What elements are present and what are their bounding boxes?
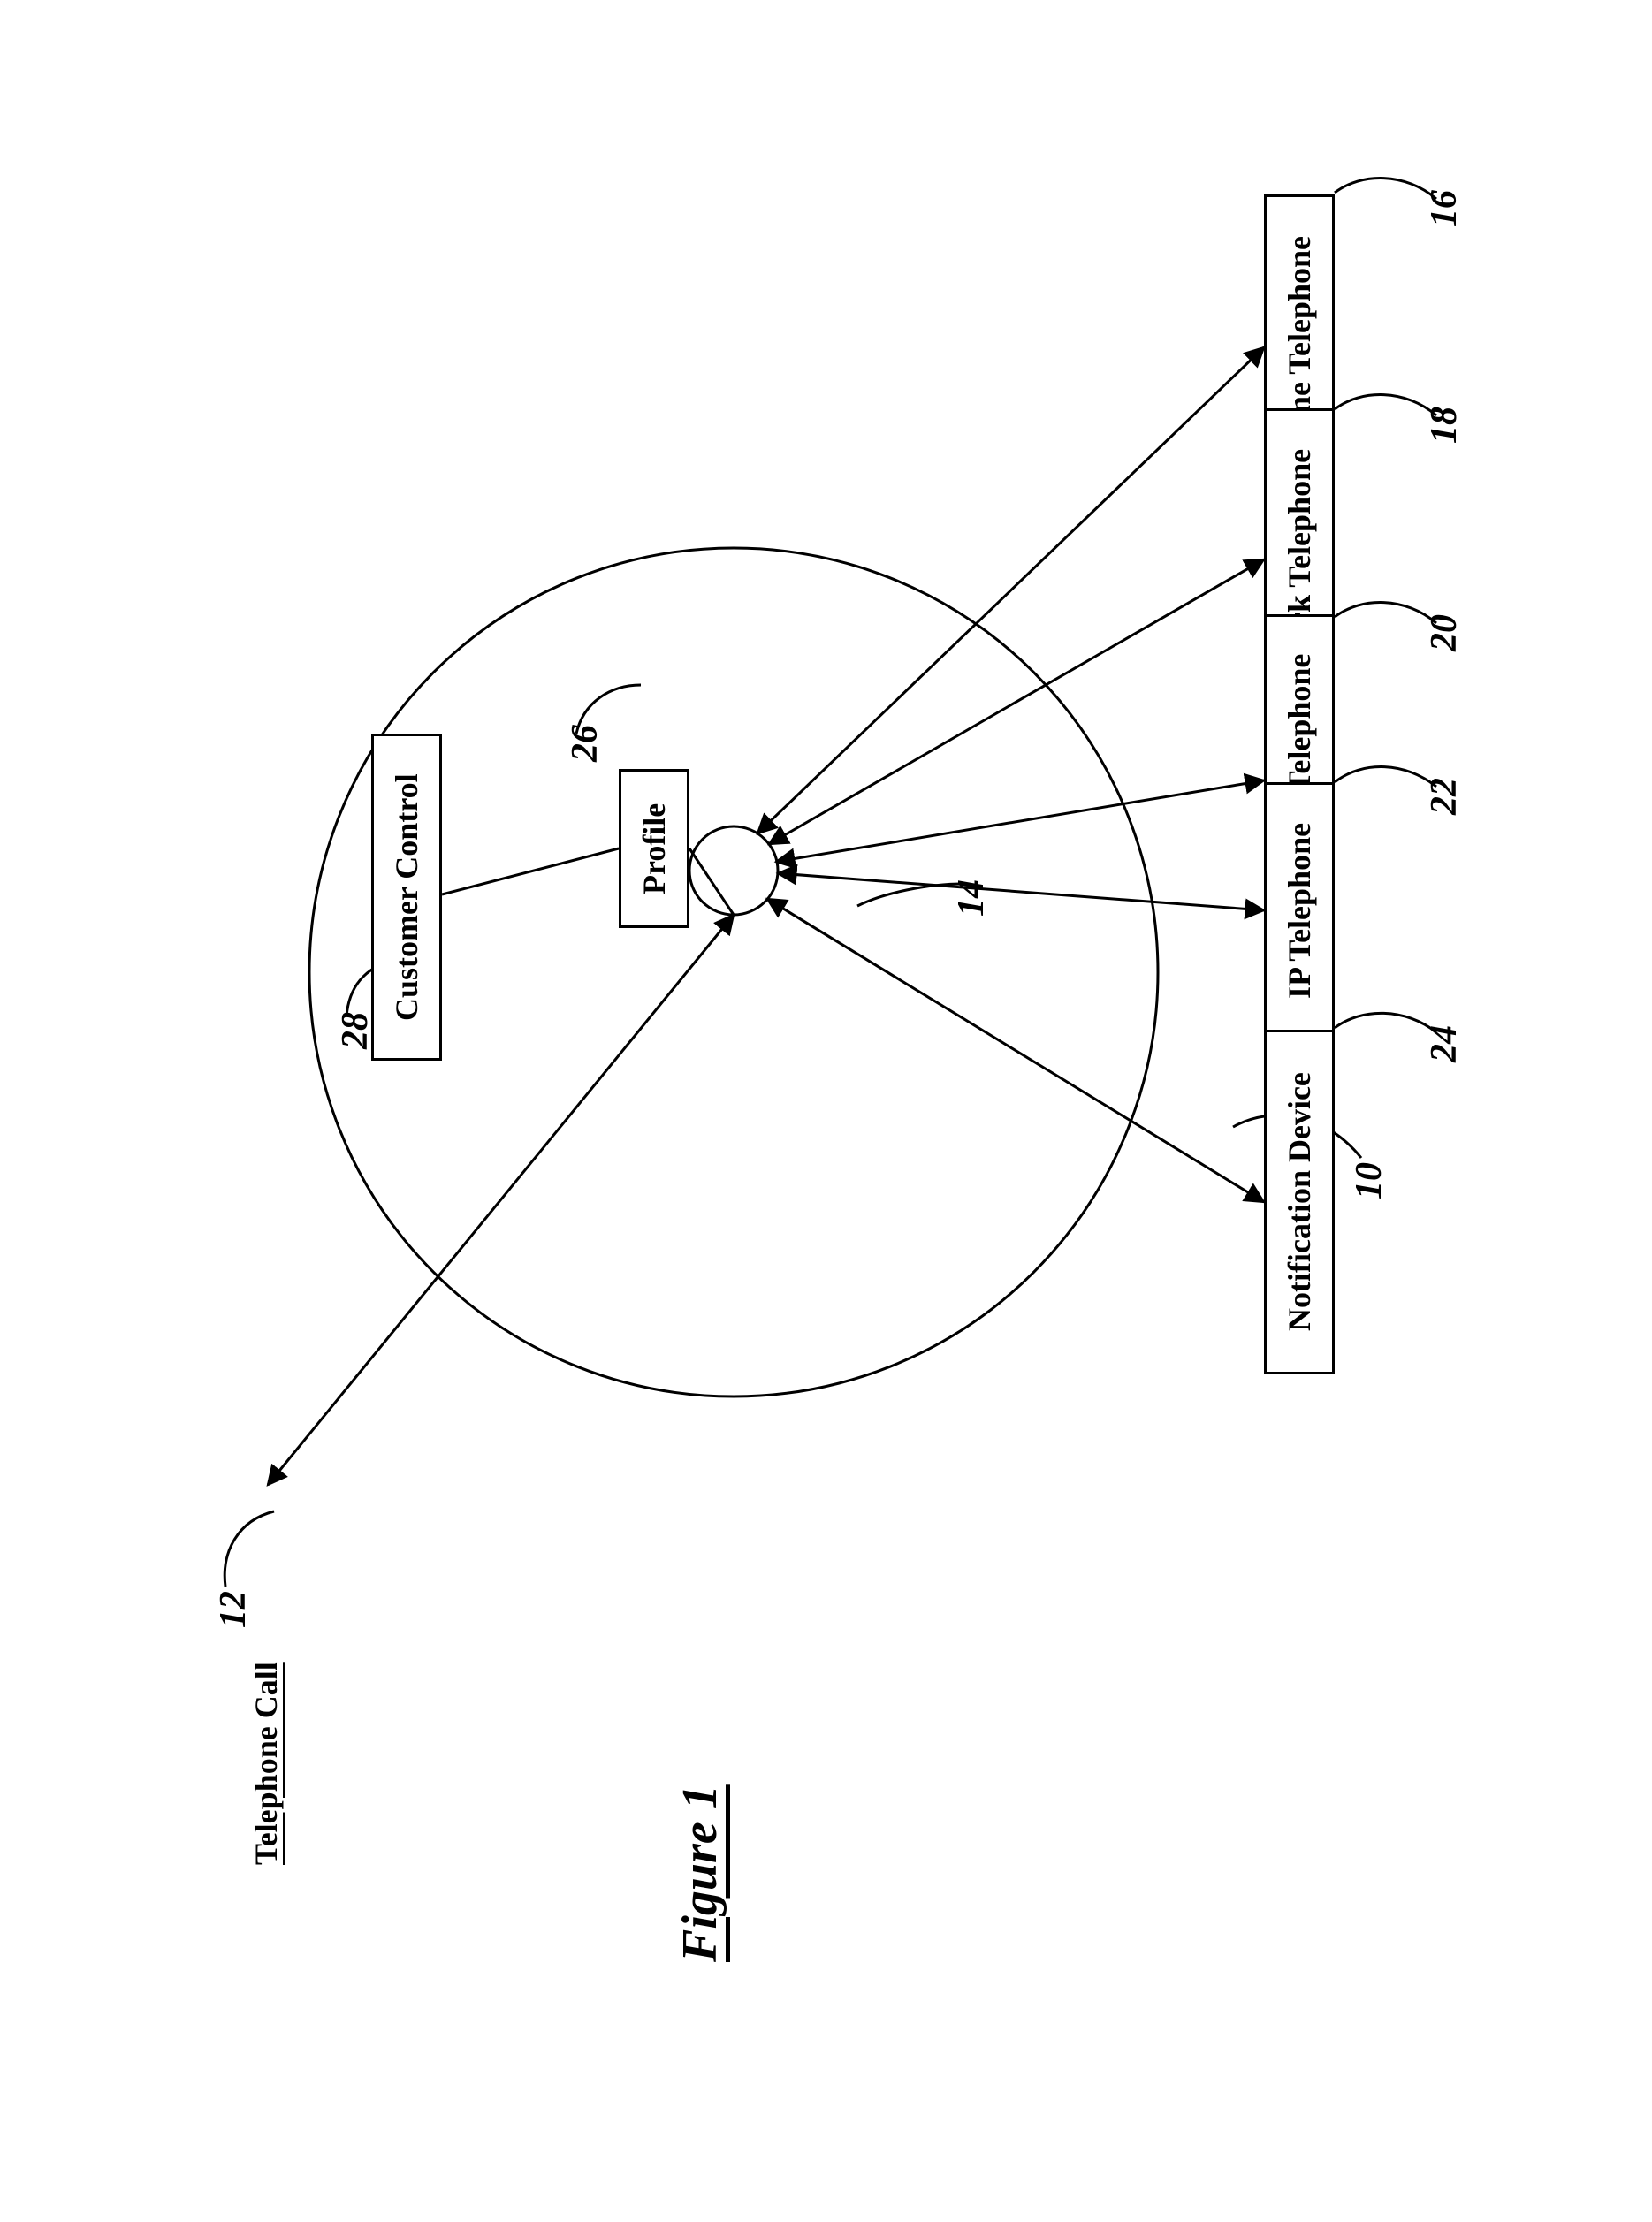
- box-label-custctl: Customer Control: [388, 773, 425, 1021]
- leader-l16: [1335, 179, 1436, 199]
- connector-profile-cc: [442, 848, 619, 894]
- connector-hub-cell: [776, 780, 1264, 862]
- ref-label-22: 22: [1423, 778, 1465, 815]
- box-ip: IP Telephone: [1264, 782, 1335, 1039]
- ref-label-16: 16: [1423, 190, 1465, 227]
- connector-hub-notif: [767, 899, 1264, 1202]
- ref-label-24: 24: [1423, 1025, 1465, 1062]
- ref-label-28: 28: [334, 1012, 377, 1049]
- telephone-call-text: Telephone Call: [248, 1662, 284, 1865]
- diagram-svg: [0, 0, 1652, 2222]
- leader-l20: [1335, 603, 1436, 623]
- box-notif: Notification Device: [1264, 1030, 1335, 1374]
- figure-caption-text: Figure 1: [673, 1784, 727, 1962]
- leader-l18: [1335, 395, 1436, 415]
- ref-label-20: 20: [1423, 614, 1465, 651]
- ref-label-26: 26: [564, 725, 606, 762]
- ref-label-12: 12: [212, 1591, 255, 1628]
- figure-caption: Figure 1: [672, 1732, 742, 1962]
- ref-label-14: 14: [950, 879, 993, 917]
- connector-call-hub: [268, 915, 734, 1485]
- box-label-profile: Profile: [636, 803, 673, 894]
- box-profile: Profile: [619, 769, 689, 928]
- box-label-notif: Notification Device: [1281, 1073, 1318, 1332]
- box-custctl: Customer Control: [371, 734, 442, 1061]
- leader-l12: [225, 1511, 274, 1587]
- leader-l22: [1335, 767, 1436, 787]
- ref-label-18: 18: [1423, 407, 1465, 444]
- leader-l24: [1335, 1013, 1436, 1032]
- ref-label-10: 10: [1348, 1162, 1390, 1199]
- telephone-call-label: Telephone Call: [247, 1600, 292, 1865]
- box-label-ip: IP Telephone: [1281, 822, 1318, 998]
- connector-hub-work: [769, 559, 1264, 844]
- connector-hub-ip: [778, 873, 1264, 910]
- connector-hub-home: [757, 347, 1264, 833]
